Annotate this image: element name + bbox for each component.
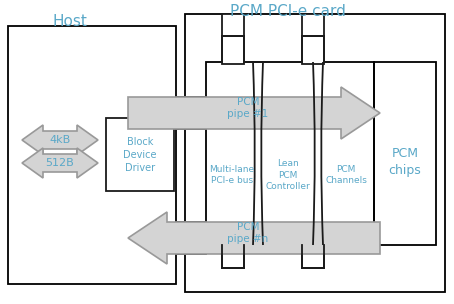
Text: PCM PCI-e card: PCM PCI-e card xyxy=(230,4,346,19)
Polygon shape xyxy=(22,125,98,155)
Bar xyxy=(302,14,324,36)
Bar xyxy=(185,14,445,292)
Text: PCM
chips: PCM chips xyxy=(389,147,421,177)
Bar xyxy=(222,36,244,64)
Bar xyxy=(374,62,436,245)
Bar xyxy=(206,62,374,245)
Bar xyxy=(8,26,176,284)
Bar xyxy=(302,36,324,64)
Text: Multi-lane
PCI-e bus: Multi-lane PCI-e bus xyxy=(209,164,255,185)
Bar xyxy=(302,240,324,268)
Text: Lean
PCM
Controller: Lean PCM Controller xyxy=(266,159,311,191)
Text: PCM
Channels: PCM Channels xyxy=(325,164,367,185)
Polygon shape xyxy=(128,87,380,139)
Text: 512B: 512B xyxy=(45,158,74,168)
Bar xyxy=(222,14,244,36)
Bar xyxy=(106,118,174,191)
Text: Block
Device
Driver: Block Device Driver xyxy=(123,137,157,173)
Polygon shape xyxy=(22,148,98,178)
Text: Host: Host xyxy=(52,14,87,29)
Text: PCM
pipe #1: PCM pipe #1 xyxy=(227,97,269,119)
Polygon shape xyxy=(128,212,380,264)
Text: PCM
pipe #n: PCM pipe #n xyxy=(227,222,269,244)
Text: 4kB: 4kB xyxy=(49,135,71,145)
Bar xyxy=(222,240,244,268)
